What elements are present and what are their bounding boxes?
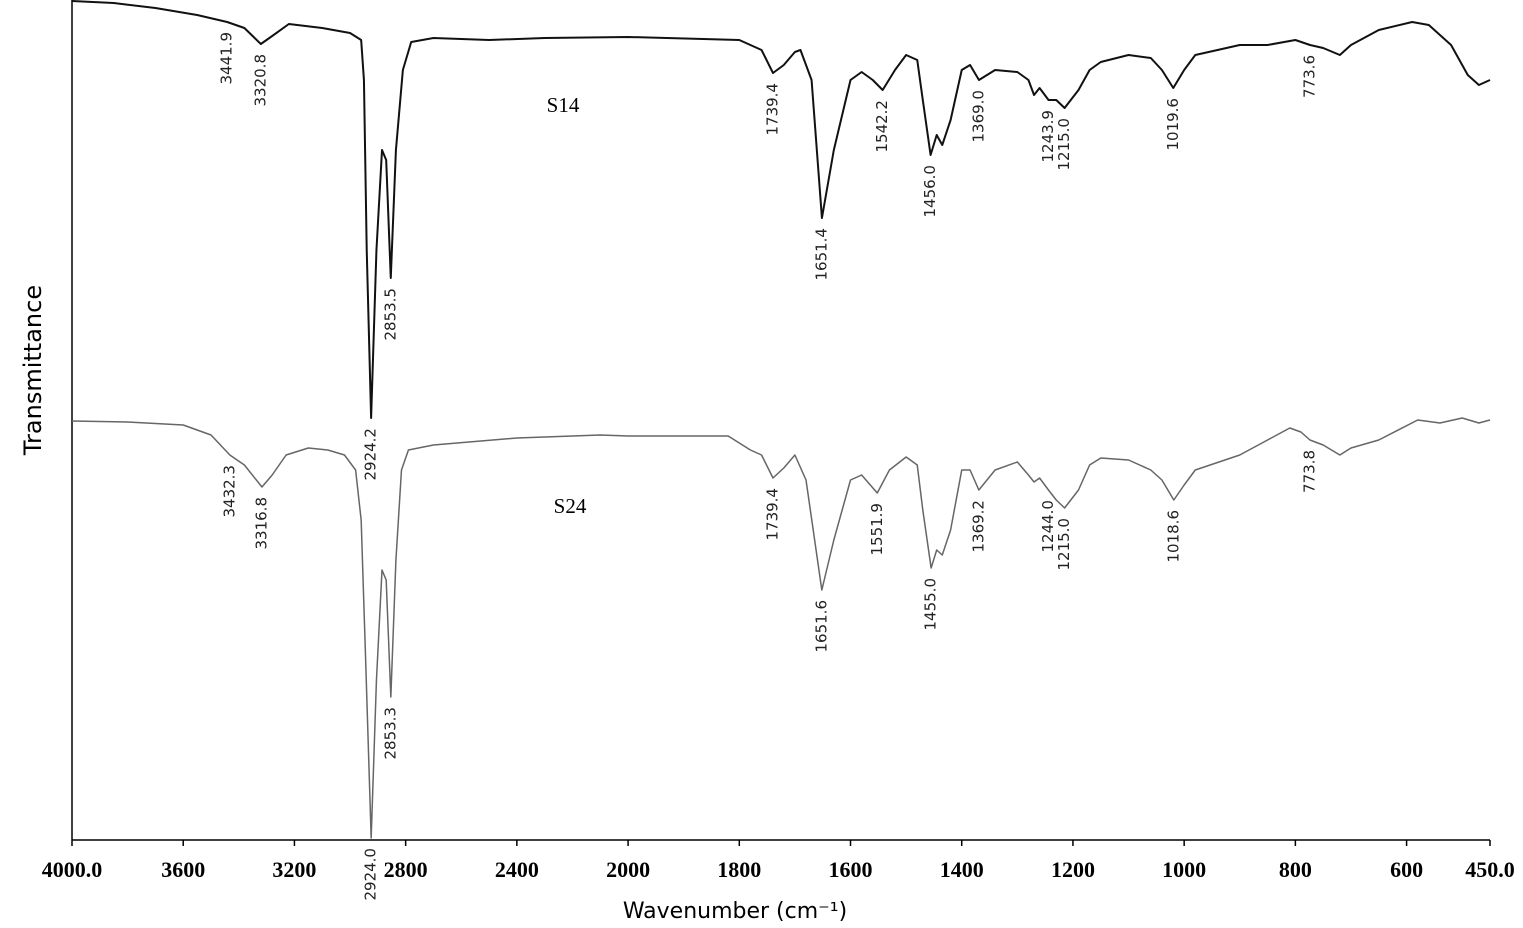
spectrum-line xyxy=(71,0,1491,419)
x-tick-label: 3200 xyxy=(272,857,316,882)
peak-label: 3432.3 xyxy=(220,465,238,518)
x-tick-label: 800 xyxy=(1279,857,1312,882)
peak-label: 1551.9 xyxy=(868,503,886,556)
peak-label: 1651.6 xyxy=(812,600,830,653)
x-tick-label: 1800 xyxy=(717,857,761,882)
peak-label: 2924.0 xyxy=(362,848,380,901)
x-axis-label: Wavenumber (cm⁻¹) xyxy=(623,899,847,924)
x-tick-label: 2000 xyxy=(606,857,650,882)
peak-label: 2924.2 xyxy=(362,428,380,481)
peak-label: 1456.0 xyxy=(921,165,939,218)
x-tick-label: 600 xyxy=(1390,857,1423,882)
peak-label: 1018.6 xyxy=(1164,510,1182,563)
peak-label: 2853.5 xyxy=(381,288,399,341)
peak-label: 1369.2 xyxy=(969,500,987,553)
x-tick-label: 450.0 xyxy=(1465,857,1515,882)
peak-label: 1542.2 xyxy=(873,100,891,153)
spectrum-line xyxy=(71,417,1491,839)
x-tick-label: 1000 xyxy=(1162,857,1206,882)
x-tick-label: 3600 xyxy=(161,857,205,882)
peak-label: 1244.0 xyxy=(1039,500,1057,553)
peak-label: 3320.8 xyxy=(251,54,269,107)
x-tick-label: 2800 xyxy=(384,857,428,882)
peak-label: 1739.4 xyxy=(763,83,781,136)
y-axis-label: Transmittance xyxy=(19,285,47,456)
peak-label: 773.8 xyxy=(1300,450,1318,493)
x-tick-label: 4000.0 xyxy=(42,857,103,882)
peak-label: 2853.3 xyxy=(381,707,399,760)
peak-label: 773.6 xyxy=(1301,55,1319,98)
peak-label: 3441.9 xyxy=(218,32,236,85)
series-label: S24 xyxy=(554,494,587,518)
series-label: S14 xyxy=(547,93,580,117)
peak-label: 1243.9 xyxy=(1039,110,1057,163)
x-tick-label: 1600 xyxy=(829,857,873,882)
peak-label: 1455.0 xyxy=(922,578,940,631)
peak-label: 1215.0 xyxy=(1055,518,1073,571)
peak-label: 1739.4 xyxy=(763,488,781,541)
x-tick-label: 1200 xyxy=(1051,857,1095,882)
peak-label: 1369.0 xyxy=(969,90,987,143)
x-tick-label: 2400 xyxy=(495,857,539,882)
peak-label: 1215.0 xyxy=(1055,118,1073,171)
peak-label: 1651.4 xyxy=(812,228,830,281)
peak-label: 1019.6 xyxy=(1164,98,1182,151)
peak-label: 3316.8 xyxy=(252,497,270,550)
x-tick-label: 1400 xyxy=(940,857,984,882)
